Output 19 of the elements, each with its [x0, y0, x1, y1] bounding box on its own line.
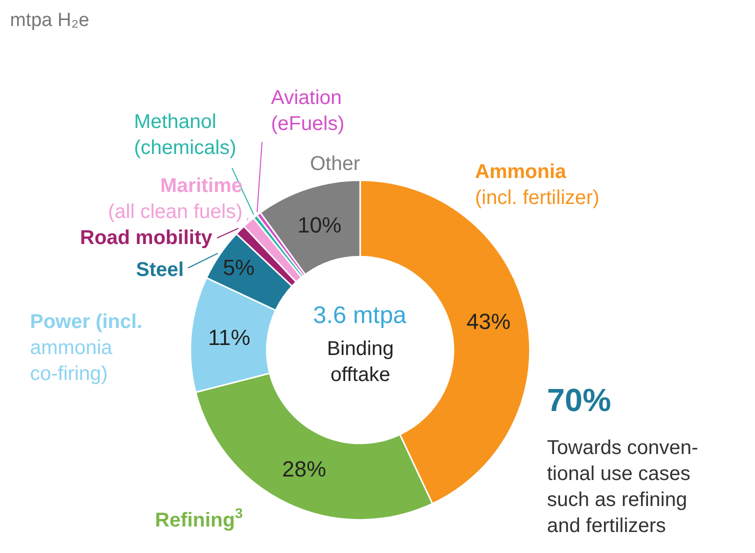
- data-label: 11%: [208, 325, 250, 350]
- slice-label: Ammonia (incl. fertilizer): [475, 161, 600, 209]
- text: mtpa H₂e: [10, 10, 90, 31]
- slice-label: Refining$^{3}$: [155, 505, 243, 532]
- data-label: 10%: [297, 212, 342, 238]
- slice-label: Aviation (eFuels): [271, 87, 344, 135]
- data-label: 28%: [282, 456, 326, 482]
- data-label: 43%: [466, 308, 511, 334]
- data-label: 5%: [222, 255, 255, 280]
- text: Binding offtake: [327, 338, 394, 386]
- text: 70%: [547, 382, 612, 418]
- slice-label: Maritime (all clean fuels): [108, 175, 243, 223]
- slice-label: Power (incl. ammonia co-firing): [30, 311, 142, 385]
- text: Towards conven- tional use cases such as refining and fertilizers: [547, 437, 698, 537]
- slice-label: Other: [310, 153, 360, 175]
- slice-label: Methanol (chemicals): [134, 111, 236, 159]
- slice-label: Steel: [136, 259, 184, 281]
- text: 3.6 mtpa: [313, 302, 408, 329]
- slice-label: Road mobility: [80, 227, 214, 249]
